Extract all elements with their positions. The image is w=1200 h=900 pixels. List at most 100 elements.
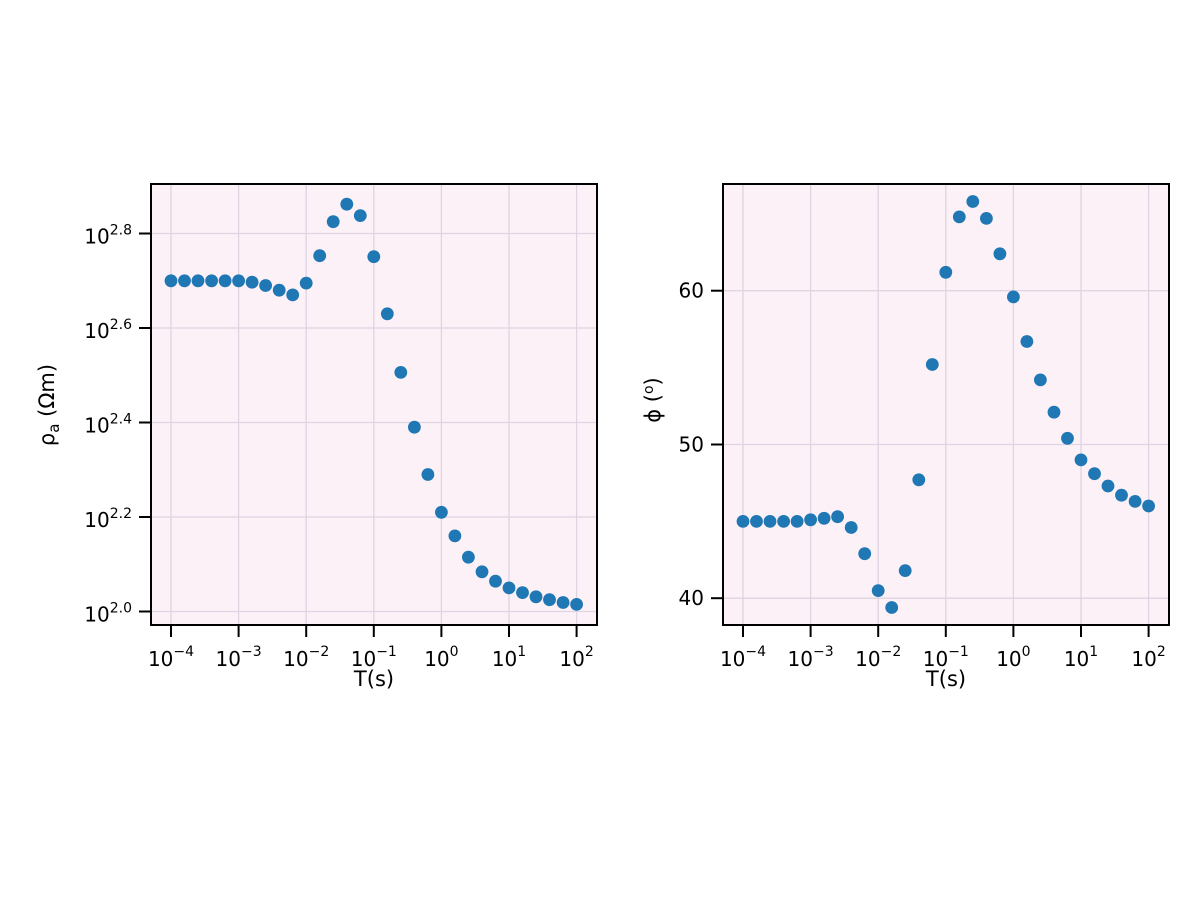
x-tick-label: 10−2 [283, 644, 329, 671]
data-point [340, 197, 354, 211]
rho-subscript: a [45, 423, 63, 433]
x-tick-label: 100 [996, 644, 1030, 671]
data-point [421, 468, 435, 481]
data-point [885, 601, 899, 614]
data-point [939, 265, 953, 279]
data-point [1074, 453, 1088, 467]
data-point [1007, 290, 1020, 304]
rho-xaxis-label: T(s) [353, 667, 395, 691]
data-point [380, 307, 394, 321]
data-point [502, 581, 516, 595]
data-point [232, 274, 246, 288]
data-point [1115, 488, 1128, 502]
phi-symbol: ϕ ( [641, 394, 665, 423]
x-tick-label: 101 [492, 644, 526, 671]
data-point [367, 250, 381, 264]
axis-ticks [139, 232, 578, 637]
x-tick-label: 102 [559, 644, 593, 671]
axis-ticks [711, 289, 1150, 637]
rho-yaxis-label: ρa (Ωm) [35, 364, 63, 446]
x-tick-label: 102 [1131, 644, 1165, 671]
data-point [1088, 467, 1101, 481]
data-point [817, 511, 831, 525]
x-tick-label: 10−3 [216, 644, 262, 671]
data-point [966, 195, 980, 208]
phi-units-close: ) [641, 377, 665, 386]
data-point [952, 210, 966, 224]
x-tick-label: 10−1 [351, 644, 397, 671]
data-point [448, 529, 462, 543]
rho-units: (Ωm) [35, 363, 59, 424]
data-point [164, 274, 178, 288]
x-tick-label: 10−4 [148, 644, 194, 671]
data-point [1142, 499, 1155, 513]
gridlines [151, 184, 597, 625]
data-point [299, 276, 313, 290]
data-point [750, 515, 763, 528]
data-point [980, 212, 993, 225]
data-point [191, 274, 205, 288]
data-point [286, 288, 300, 302]
data-point [205, 274, 219, 288]
data-point [763, 515, 777, 528]
data-point [259, 279, 272, 292]
data-point [912, 473, 926, 487]
data-point [462, 550, 475, 564]
data-point [858, 547, 872, 561]
y-tick-label: 102.2 [84, 506, 132, 532]
x-tick-label: 10−3 [788, 644, 834, 671]
data-point [871, 584, 885, 597]
scatter-points [736, 195, 1155, 614]
data-point [408, 420, 421, 434]
data-point [475, 565, 489, 579]
phase-yaxis-label: ϕ (o) [641, 377, 665, 423]
rho-symbol: ρ [35, 432, 59, 447]
data-point [804, 513, 817, 527]
data-point [489, 574, 502, 588]
data-point [245, 275, 259, 289]
phi-degree-superscript: o [641, 385, 657, 395]
data-point [218, 274, 232, 288]
data-point [556, 596, 570, 609]
data-point [925, 358, 939, 371]
data-point [570, 598, 583, 611]
data-point [844, 521, 858, 534]
data-point [831, 510, 844, 524]
y-tick-label: 102.8 [84, 223, 132, 249]
data-point [516, 586, 529, 599]
phase-xaxis-label: T(s) [925, 667, 967, 691]
plot-frame [722, 183, 1170, 626]
y-tick-label: 50 [679, 433, 704, 457]
data-point [1020, 335, 1034, 348]
rho-plot-svg: 10−4 10−3 10−2 10−1 100 101 102 102.0 102.2 102.4… [84, 183, 598, 671]
data-point [790, 515, 804, 528]
phase-plot-svg: 10−4 10−3 10−2 10−1 100 101 102 40 50 60 [679, 183, 1170, 671]
data-point [1047, 405, 1061, 419]
data-point [394, 366, 408, 379]
data-point [178, 274, 191, 288]
y-tick-label: 40 [679, 586, 704, 610]
data-point [1128, 495, 1142, 508]
data-point [1061, 431, 1074, 445]
data-point [777, 515, 790, 528]
x-tick-label: 10−1 [923, 644, 969, 671]
x-tick-label: 101 [1064, 644, 1098, 671]
data-point [1034, 373, 1047, 387]
x-tick-label: 100 [424, 644, 458, 671]
data-point [313, 249, 327, 263]
data-point [993, 247, 1007, 261]
data-point [736, 515, 750, 528]
plot-frame [150, 183, 598, 626]
scatter-points [164, 197, 583, 611]
gridlines [723, 184, 1169, 625]
data-point [543, 593, 556, 607]
data-point [529, 590, 543, 604]
data-point [326, 215, 340, 229]
y-tick-label: 102.6 [84, 317, 132, 343]
x-tick-label: 10−4 [720, 644, 766, 671]
y-tick-label: 60 [679, 279, 704, 303]
y-tick-label: 102.4 [84, 412, 132, 438]
data-point [272, 283, 286, 297]
data-point [353, 209, 367, 222]
